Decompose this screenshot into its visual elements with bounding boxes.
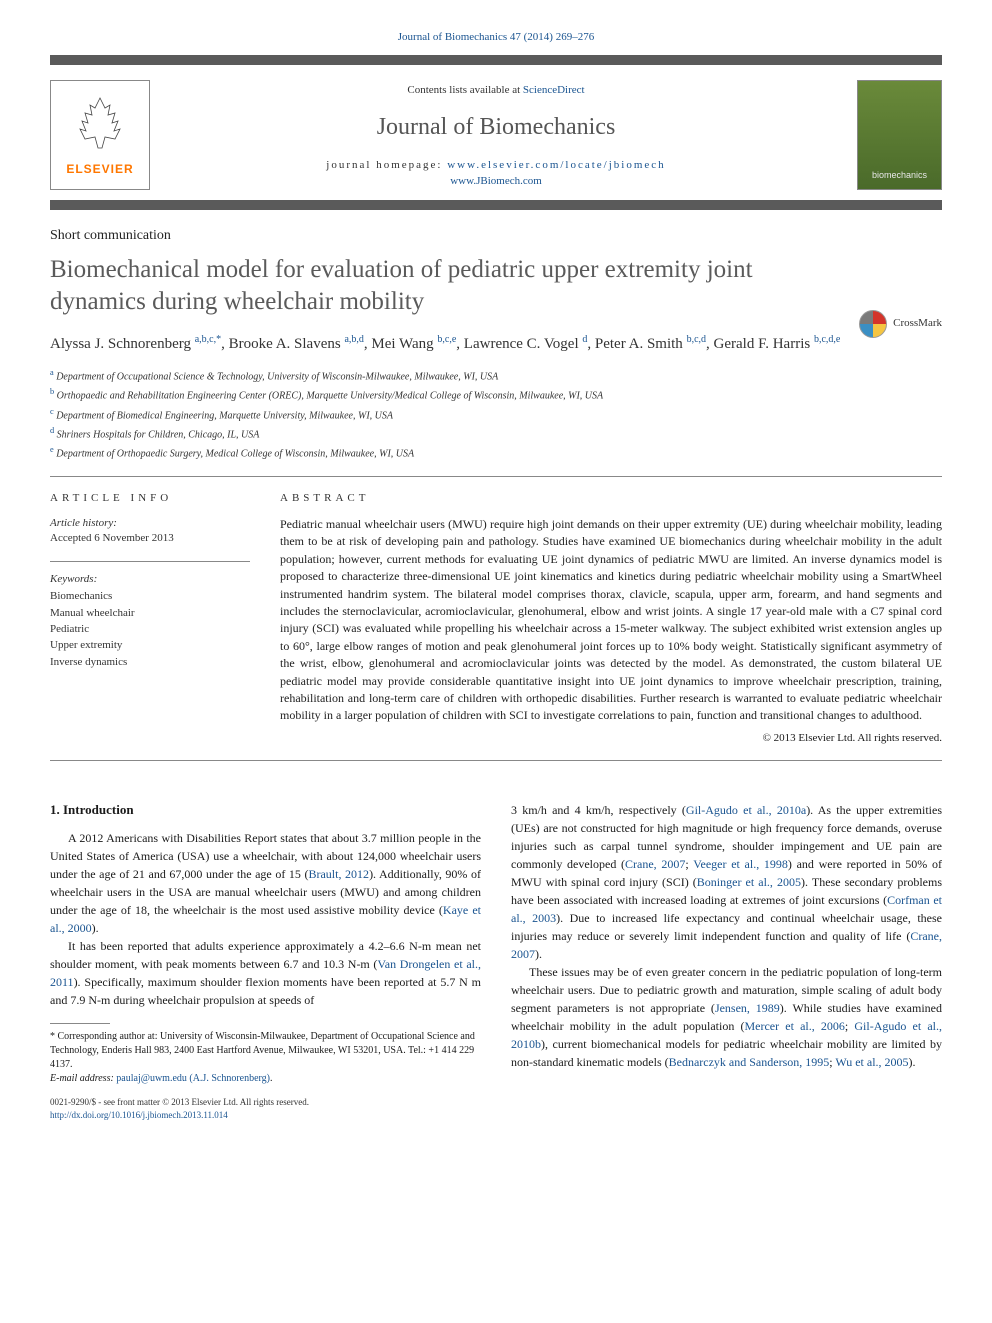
ref-link[interactable]: Boninger et al., 2005 [697, 875, 801, 889]
divider [50, 476, 942, 477]
elsevier-tree-icon [70, 93, 130, 153]
sciencedirect-link[interactable]: ScienceDirect [523, 84, 585, 96]
footnote-divider [50, 1023, 110, 1024]
ref-link[interactable]: Brault, 2012 [308, 867, 369, 881]
ref-link[interactable]: Crane, 2007 [625, 857, 685, 871]
doi-link[interactable]: http://dx.doi.org/10.1016/j.jbiomech.201… [50, 1110, 228, 1120]
homepage-prefix: journal homepage: [326, 159, 447, 171]
crossmark-icon [859, 310, 887, 338]
elsevier-logo[interactable]: ELSEVIER [50, 80, 150, 190]
keyword: Inverse dynamics [50, 655, 250, 670]
affiliation: e Department of Orthopaedic Surgery, Med… [50, 444, 942, 461]
affiliation: b Orthopaedic and Rehabilitation Enginee… [50, 386, 942, 403]
keyword: Upper extremity [50, 638, 250, 653]
ref-link[interactable]: Jensen, 1989 [715, 1001, 780, 1015]
article-title: Biomechanical model for evaluation of pe… [50, 254, 800, 319]
journal-name: Journal of Biomechanics [50, 111, 942, 145]
section-heading: 1. Introduction [50, 801, 481, 819]
affiliations: a Department of Occupational Science & T… [50, 367, 942, 462]
abstract-text: Pediatric manual wheelchair users (MWU) … [280, 516, 942, 725]
affiliation: c Department of Biomedical Engineering, … [50, 406, 942, 423]
contents-line: Contents lists available at ScienceDirec… [50, 83, 942, 98]
abstract-head: ABSTRACT [280, 491, 942, 506]
crossmark-badge[interactable]: CrossMark [859, 310, 942, 338]
crossmark-label: CrossMark [893, 316, 942, 331]
biomech-cover-label: biomechanics [872, 169, 927, 182]
biomech-cover-thumb[interactable]: biomechanics [857, 80, 942, 190]
email-link[interactable]: paulaj@uwm.edu (A.J. Schnorenberg) [116, 1073, 270, 1084]
abstract-copyright: © 2013 Elsevier Ltd. All rights reserved… [280, 731, 942, 746]
ref-link[interactable]: Wu et al., 2005 [835, 1055, 908, 1069]
divider [50, 760, 942, 761]
elsevier-label: ELSEVIER [66, 161, 133, 178]
keywords-list: Biomechanics Manual wheelchairPediatricUp… [50, 589, 250, 670]
ref-link[interactable]: Mercer et al., 2006 [744, 1019, 844, 1033]
keyword: Pediatric [50, 622, 250, 637]
ref-link[interactable]: Veeger et al., 1998 [693, 857, 788, 871]
homepage-line: journal homepage: www.elsevier.com/locat… [50, 158, 942, 173]
history-accepted: Accepted 6 November 2013 [50, 531, 250, 546]
divider [50, 561, 250, 562]
contents-prefix: Contents lists available at [407, 84, 522, 96]
corresponding-author-note: * Corresponding author at: University of… [50, 1030, 481, 1086]
article-info-head: ARTICLE INFO [50, 491, 250, 506]
body-text-left: A 2012 Americans with Disabilities Repor… [50, 829, 481, 1009]
ref-link[interactable]: Bednarczyk and Sanderson, 1995 [669, 1055, 830, 1069]
affiliation: d Shriners Hospitals for Children, Chica… [50, 425, 942, 442]
keywords-label: Keywords: [50, 572, 250, 587]
history-label: Article history: [50, 516, 250, 531]
keyword: Biomechanics [50, 589, 250, 604]
authors-line: Alyssa J. Schnorenberg a,b,c,*, Brooke A… [50, 333, 942, 355]
ref-link[interactable]: Gil-Agudo et al., 2010a [686, 803, 806, 817]
body-text-right: 3 km/h and 4 km/h, respectively (Gil-Agu… [511, 801, 942, 1071]
copyright-block: 0021-9290/$ - see front matter © 2013 El… [50, 1096, 481, 1121]
affiliation: a Department of Occupational Science & T… [50, 367, 942, 384]
homepage-sub[interactable]: www.JBiomech.com [50, 174, 942, 189]
keyword: Manual wheelchair [50, 606, 250, 621]
homepage-link[interactable]: www.elsevier.com/locate/jbiomech [447, 159, 665, 171]
banner-bottom-rule [50, 200, 942, 210]
email-label: E-mail address: [50, 1073, 116, 1084]
article-type: Short communication [50, 226, 942, 246]
journal-citation[interactable]: Journal of Biomechanics 47 (2014) 269–27… [50, 30, 942, 45]
journal-banner: ELSEVIER Contents lists available at Sci… [50, 55, 942, 195]
